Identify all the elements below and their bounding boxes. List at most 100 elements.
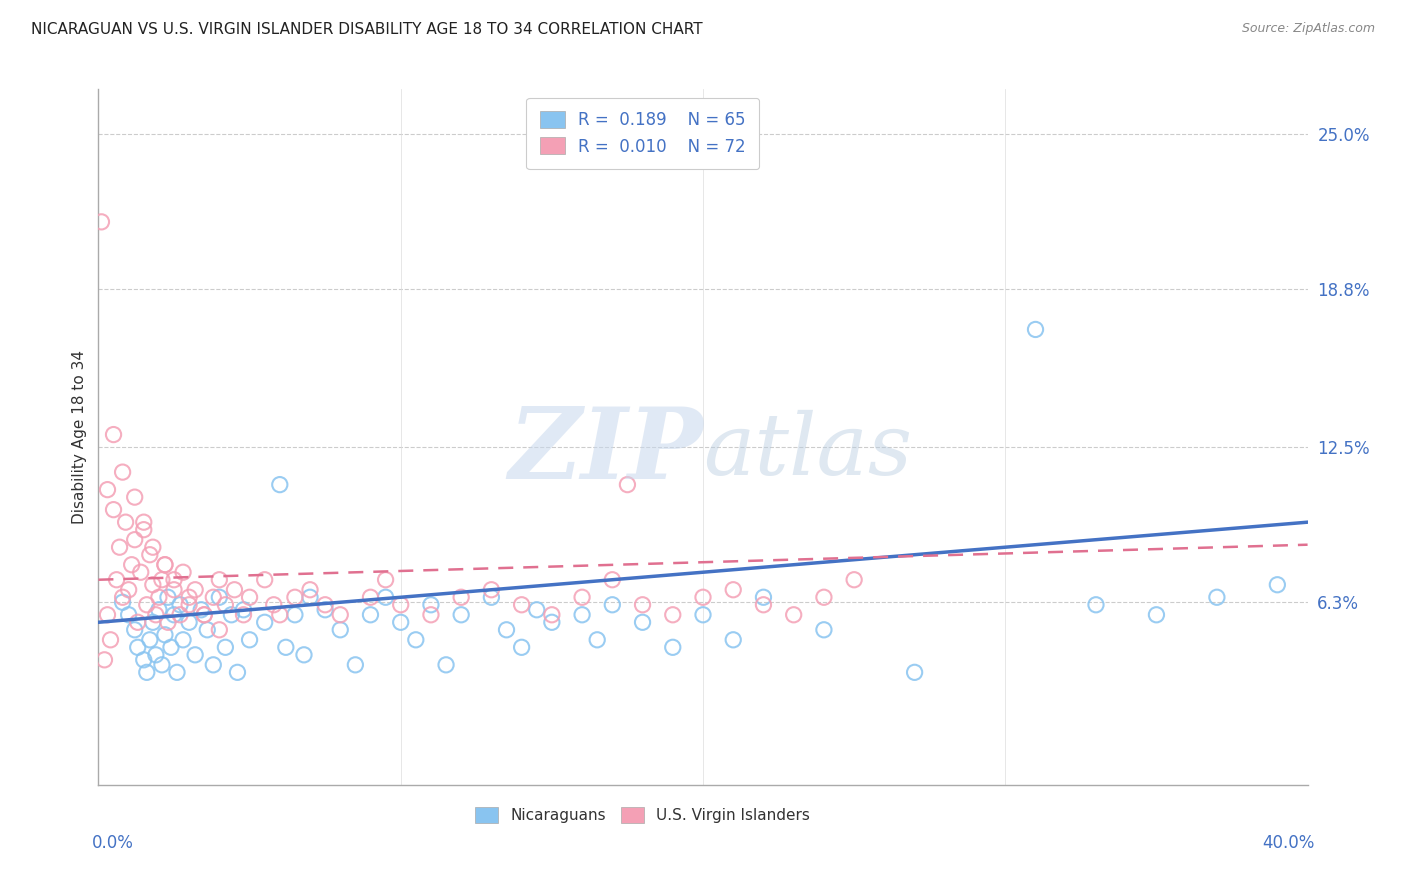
Text: ZIP: ZIP xyxy=(508,403,703,500)
Point xyxy=(232,607,254,622)
Point xyxy=(226,665,249,680)
Point xyxy=(148,603,170,617)
Point xyxy=(93,653,115,667)
Point xyxy=(111,465,134,479)
Point xyxy=(329,623,352,637)
Point xyxy=(1144,607,1167,622)
Point xyxy=(269,607,291,622)
Point xyxy=(139,548,162,562)
Point xyxy=(179,598,201,612)
Point xyxy=(631,598,654,612)
Point xyxy=(661,640,683,655)
Point xyxy=(299,582,322,597)
Point xyxy=(571,607,593,622)
Point xyxy=(153,558,176,572)
Point xyxy=(208,573,231,587)
Point xyxy=(150,657,173,672)
Point xyxy=(616,477,638,491)
Point xyxy=(510,640,533,655)
Point xyxy=(127,640,149,655)
Point xyxy=(172,566,194,580)
Point xyxy=(208,591,231,605)
Point xyxy=(121,558,143,572)
Point xyxy=(420,598,443,612)
Point xyxy=(360,607,382,622)
Point xyxy=(314,603,336,617)
Point xyxy=(389,598,412,612)
Point xyxy=(100,632,122,647)
Point xyxy=(232,603,254,617)
Point xyxy=(274,640,297,655)
Point xyxy=(239,591,262,605)
Point xyxy=(118,607,141,622)
Point xyxy=(510,598,533,612)
Point xyxy=(540,615,562,630)
Point xyxy=(299,591,322,605)
Text: NICARAGUAN VS U.S. VIRGIN ISLANDER DISABILITY AGE 18 TO 34 CORRELATION CHART: NICARAGUAN VS U.S. VIRGIN ISLANDER DISAB… xyxy=(31,22,703,37)
Point xyxy=(224,582,246,597)
Point xyxy=(602,598,624,612)
Point xyxy=(602,573,624,587)
Point xyxy=(263,598,285,612)
Point xyxy=(434,657,457,672)
Point xyxy=(269,477,291,491)
Point xyxy=(153,558,176,572)
Point xyxy=(752,598,775,612)
Point xyxy=(150,573,173,587)
Point xyxy=(156,591,179,605)
Point xyxy=(783,607,806,622)
Point xyxy=(163,607,186,622)
Point xyxy=(202,591,225,605)
Point xyxy=(292,648,315,662)
Point xyxy=(450,591,472,605)
Point xyxy=(142,540,165,554)
Point xyxy=(179,591,201,605)
Legend: Nicaraguans, U.S. Virgin Islanders: Nicaraguans, U.S. Virgin Islanders xyxy=(470,801,815,830)
Point xyxy=(124,533,146,547)
Point xyxy=(166,665,188,680)
Point xyxy=(813,623,835,637)
Point xyxy=(96,483,118,497)
Point xyxy=(692,591,714,605)
Point xyxy=(1024,322,1046,336)
Point xyxy=(374,573,396,587)
Point xyxy=(450,607,472,622)
Point xyxy=(103,502,125,516)
Point xyxy=(179,615,201,630)
Point xyxy=(389,615,412,630)
Point xyxy=(103,427,125,442)
Point xyxy=(723,632,745,647)
Point xyxy=(105,573,128,587)
Point xyxy=(329,607,352,622)
Point xyxy=(284,591,307,605)
Point xyxy=(160,640,183,655)
Point xyxy=(135,598,157,612)
Point xyxy=(145,607,167,622)
Point xyxy=(481,591,503,605)
Point xyxy=(108,540,131,554)
Point xyxy=(148,591,170,605)
Point xyxy=(526,603,548,617)
Point xyxy=(239,632,262,647)
Point xyxy=(169,598,191,612)
Point xyxy=(184,582,207,597)
Point xyxy=(723,582,745,597)
Point xyxy=(132,515,155,529)
Point xyxy=(132,523,155,537)
Point xyxy=(904,665,927,680)
Point xyxy=(586,632,609,647)
Point xyxy=(360,591,382,605)
Point xyxy=(132,653,155,667)
Point xyxy=(124,623,146,637)
Point xyxy=(631,615,654,630)
Point xyxy=(1085,598,1108,612)
Point xyxy=(114,515,136,529)
Point xyxy=(214,598,236,612)
Point xyxy=(153,628,176,642)
Point xyxy=(813,591,835,605)
Point xyxy=(129,566,152,580)
Point xyxy=(202,657,225,672)
Point xyxy=(752,591,775,605)
Point xyxy=(163,573,186,587)
Text: Source: ZipAtlas.com: Source: ZipAtlas.com xyxy=(1241,22,1375,36)
